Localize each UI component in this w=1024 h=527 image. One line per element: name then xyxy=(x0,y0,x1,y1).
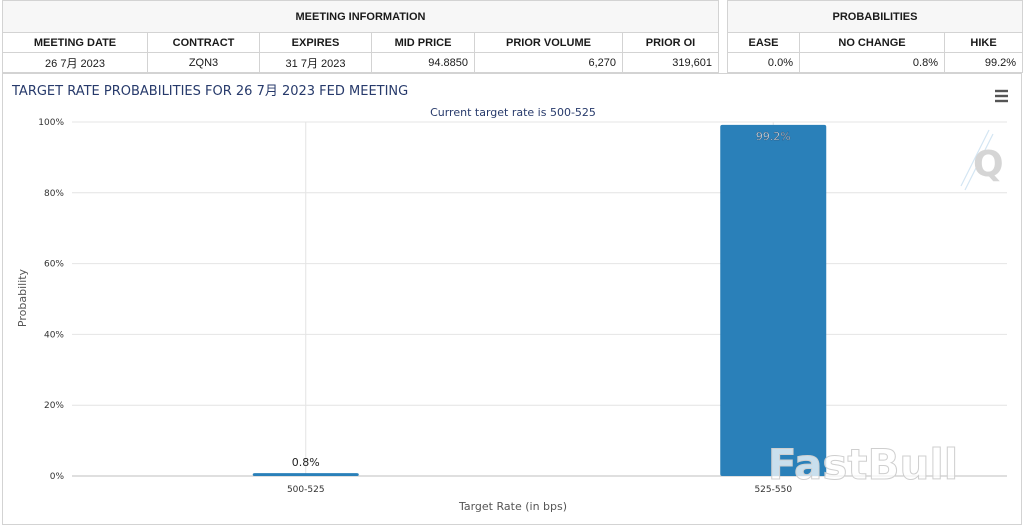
contract-value: ZQN3 xyxy=(147,52,260,73)
meeting-date-value: 26 7月 2023 xyxy=(2,52,148,73)
grid-layer xyxy=(72,121,1007,477)
probability-chart: TARGET RATE PROBABILITIES FOR 26 7月 2023… xyxy=(11,84,1011,513)
col-prior-volume: PRIOR VOLUME xyxy=(474,32,623,53)
data-label: 99.2% xyxy=(756,130,791,143)
table-row: 26 7月 2023 ZQN3 31 7月 2023 94.8850 6,270… xyxy=(2,52,719,73)
no-change-value: 0.8% xyxy=(799,52,945,73)
prior-volume-value: 6,270 xyxy=(474,52,623,73)
svg-text:Q: Q xyxy=(973,144,1004,185)
expires-value: 31 7月 2023 xyxy=(259,52,372,73)
col-ease: EASE xyxy=(727,32,800,53)
y-tick-label: 0% xyxy=(50,472,65,482)
chart-title: TARGET RATE PROBABILITIES FOR 26 7月 2023… xyxy=(11,84,408,99)
col-prior-oi: PRIOR OI xyxy=(622,32,719,53)
menu-icon[interactable] xyxy=(991,88,1011,104)
col-mid-price: MID PRICE xyxy=(371,32,475,53)
y-tick-label: 80% xyxy=(44,189,64,199)
x-axis-title: Target Rate (in bps) xyxy=(458,500,567,513)
probabilities-table: PROBABILITIES EASE NO CHANGE HIKE 0.0% 0… xyxy=(726,0,1024,73)
y-axis-title: Probability xyxy=(16,268,29,327)
bar-525-550[interactable] xyxy=(720,124,827,476)
label-layer: 0% 20% 40% 60% 80% 100% 500-525 0.8% 525-550 99.2… xyxy=(38,118,792,495)
col-expires: EXPIRES xyxy=(259,32,372,53)
y-tick-label: 100% xyxy=(38,118,64,128)
y-tick-label: 60% xyxy=(44,260,64,270)
prior-oi-value: 319,601 xyxy=(622,52,719,73)
table-row: 0.0% 0.8% 99.2% xyxy=(727,52,1024,73)
q-logo-icon: Q xyxy=(960,129,1004,191)
data-label: 0.8% xyxy=(292,456,320,469)
x-tick-label: 525-550 xyxy=(754,485,792,495)
col-hike: HIKE xyxy=(943,32,1024,53)
y-tick-label: 20% xyxy=(44,401,64,411)
probabilities-header: PROBABILITIES xyxy=(726,0,1024,33)
mid-price-value: 94.8850 xyxy=(371,52,475,73)
chart-panel: TARGET RATE PROBABILITIES FOR 26 7月 2023… xyxy=(2,73,1022,525)
bar-layer xyxy=(252,124,827,476)
meeting-info-header: MEETING INFORMATION xyxy=(2,0,719,33)
x-tick-label: 500-525 xyxy=(287,485,325,495)
col-contract: CONTRACT xyxy=(147,32,260,53)
ease-value: 0.0% xyxy=(727,52,800,73)
watermark-text: FastBull xyxy=(768,440,958,489)
col-meeting-date: MEETING DATE xyxy=(2,32,148,53)
y-tick-label: 40% xyxy=(44,330,64,340)
meeting-info-table: MEETING INFORMATION MEETING DATE CONTRAC… xyxy=(2,0,719,73)
chart-subtitle: Current target rate is 500-525 xyxy=(430,106,596,119)
col-no-change: NO CHANGE xyxy=(799,32,945,53)
bar-500-525[interactable] xyxy=(252,473,359,476)
hike-value: 99.2% xyxy=(943,52,1024,73)
